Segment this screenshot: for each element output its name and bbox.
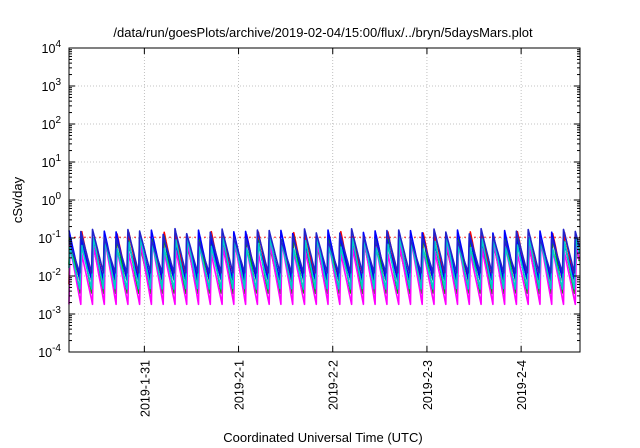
x-tick-label: 2019-2-4 [515,360,529,410]
series-group [68,227,580,306]
x-tick-label: 2019-1-31 [138,360,152,417]
y-tick-label: 100 [42,191,62,208]
x-tick-label: 2019-2-1 [233,360,247,410]
x-axis-label: Coordinated Universal Time (UTC) [223,430,422,445]
y-tick-label: 103 [42,77,62,94]
y-tick-label: 10-3 [38,305,61,322]
y-tick-labels: 10-4 10-3 10-2 10-1 100 101 102 103 104 [38,39,61,360]
x-tick-label: 2019-2-3 [421,360,435,410]
chart-title: /data/run/goesPlots/archive/2019-02-04/1… [113,25,533,40]
y-tick-label: 102 [42,115,62,132]
y-tick-label: 104 [42,39,62,56]
ticks [69,47,580,353]
y-tick-label: 10-1 [38,229,61,246]
x-tick-labels: 2019-1-31 2019-2-1 2019-2-2 2019-2-3 2019-2-… [138,360,529,417]
grid [69,48,580,352]
y-tick-label: 10-2 [38,267,61,284]
x-tick-label: 2019-2-2 [327,360,341,410]
y-tick-label: 10-4 [38,343,61,360]
y-axis-label: cSv/day [10,176,25,223]
y-tick-label: 101 [42,153,62,170]
series-line [68,227,580,274]
